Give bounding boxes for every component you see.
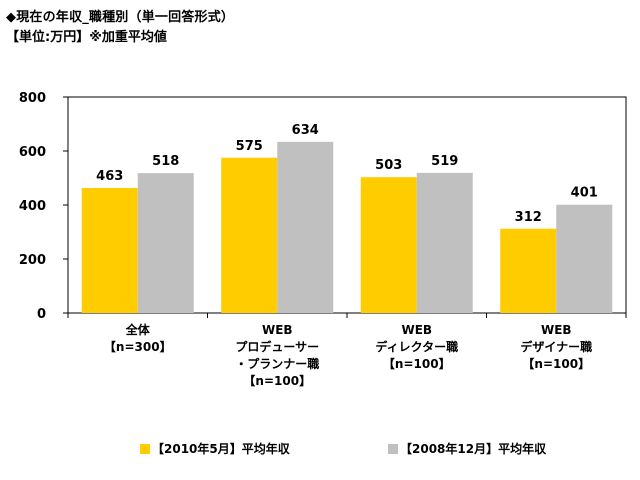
legend-swatch-2008 [388, 443, 398, 454]
legend-label-2008: 【2008年12月】平均年収 [400, 442, 547, 456]
data-label: 518 [152, 154, 179, 169]
data-label: 463 [96, 169, 123, 184]
data-label: 575 [236, 139, 263, 154]
bar [221, 157, 278, 313]
category-label-line: 【n=300】 [103, 340, 172, 354]
category-label-line: WEB [261, 323, 293, 337]
legend-swatch-2010 [140, 443, 150, 454]
y-tick-label: 0 [37, 307, 46, 322]
y-tick-label: 200 [19, 253, 46, 268]
category-label-line: プロデューサー [235, 340, 320, 354]
bar [500, 228, 557, 313]
category-label: WEB ディレクター職 【n=100】 [347, 322, 487, 373]
category-label: WEB デザイナー職 【n=100】 [486, 322, 626, 373]
category-label-line: WEB [401, 323, 433, 337]
data-label: 503 [375, 158, 402, 173]
bar [416, 172, 473, 313]
category-label-line: 全体 [125, 323, 150, 337]
data-label: 312 [515, 210, 542, 225]
bar [556, 204, 613, 313]
chart-subtitle: 【単位:万円】※加重平均値 [6, 30, 167, 45]
category-label-line: デザイナー職 [520, 340, 593, 354]
data-label: 634 [292, 123, 319, 138]
category-label: 全体【n=300】 [68, 322, 208, 356]
bar [277, 141, 334, 313]
category-label-line: ・プランナー職 [235, 357, 320, 371]
bar [137, 173, 194, 313]
category-label-line: 【n=100】 [522, 357, 591, 371]
category-label-line: 【n=100】 [243, 374, 312, 388]
legend-item-2008: 【2008年12月】平均年収 [388, 440, 546, 457]
category-label-line: 【n=100】 [382, 357, 451, 371]
category-label-line: ディレクター職 [375, 340, 459, 354]
y-tick-label: 400 [19, 199, 46, 214]
category-label-line: WEB [540, 323, 572, 337]
y-tick-label: 800 [19, 91, 46, 106]
bar [360, 177, 417, 313]
data-label: 519 [431, 154, 458, 169]
legend-item-2010: 【2010年5月】平均年収 [140, 440, 290, 457]
legend-label-2010: 【2010年5月】平均年収 [152, 442, 290, 456]
category-label: WEB プロデューサー ・プランナー職 【n=100】 [207, 322, 347, 390]
data-label: 401 [571, 186, 598, 201]
bar [81, 187, 138, 313]
y-tick-label: 600 [19, 145, 46, 160]
chart-title: ◆現在の年収_職種別（単一回答形式） [6, 10, 235, 25]
